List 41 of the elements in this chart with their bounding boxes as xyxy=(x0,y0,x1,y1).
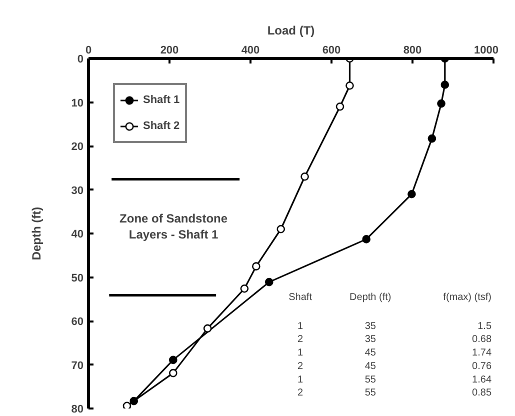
y-tick-label: 30 xyxy=(71,184,84,197)
y-tick-label: 70 xyxy=(71,360,84,372)
annotation: 1.64 xyxy=(472,374,492,386)
ref-line-label: Zone of Sandstone Layers - Shaft 1 xyxy=(120,212,228,242)
x-tick-label: 600 xyxy=(322,44,341,56)
x-axis-title: Load (T) xyxy=(267,24,315,38)
x-tick-label: 200 xyxy=(160,44,179,56)
y-tick-label: 20 xyxy=(71,141,84,153)
legend-label: Shaft 2 xyxy=(143,120,180,132)
y-tick-label: 40 xyxy=(71,228,84,240)
annotation: 55 xyxy=(364,374,376,386)
y-tick-label: 50 xyxy=(71,272,84,284)
y-tick-label: 80 xyxy=(71,404,84,416)
annotation: 35 xyxy=(364,320,376,332)
annotation: 35 xyxy=(364,334,376,346)
annotation: 1 xyxy=(298,374,304,386)
legend-label: Shaft 1 xyxy=(143,94,180,106)
annotation: 45 xyxy=(364,360,376,372)
annotation: 1 xyxy=(298,320,304,332)
annotation: 1.5 xyxy=(478,320,492,332)
x-tick-label: 400 xyxy=(241,44,260,56)
y-tick-label: 60 xyxy=(71,316,84,328)
x-tick-label: 800 xyxy=(403,44,422,56)
annotation: 0.76 xyxy=(472,360,492,372)
annotation: Shaft xyxy=(288,292,312,303)
annotation: 1 xyxy=(298,348,304,359)
y-tick-label: 10 xyxy=(71,97,84,110)
annotation: 2 xyxy=(298,360,304,372)
x-tick-label: 1000 xyxy=(474,44,499,56)
annotation: 0.85 xyxy=(472,388,492,399)
y-tick-label: 0 xyxy=(77,54,84,66)
y-axis-title: Depth (ft) xyxy=(350,292,392,303)
text: Depth (ft) xyxy=(29,206,44,260)
annotation: 2 xyxy=(298,334,304,346)
annotation: 55 xyxy=(364,388,376,399)
annotation: 45 xyxy=(364,348,376,359)
annotation: 1.74 xyxy=(472,348,492,359)
annotation: 0.68 xyxy=(472,334,492,346)
x-tick-label: 0 xyxy=(85,44,92,56)
annotation: f(max) (tsf) xyxy=(443,292,492,303)
annotation: 2 xyxy=(298,388,304,399)
